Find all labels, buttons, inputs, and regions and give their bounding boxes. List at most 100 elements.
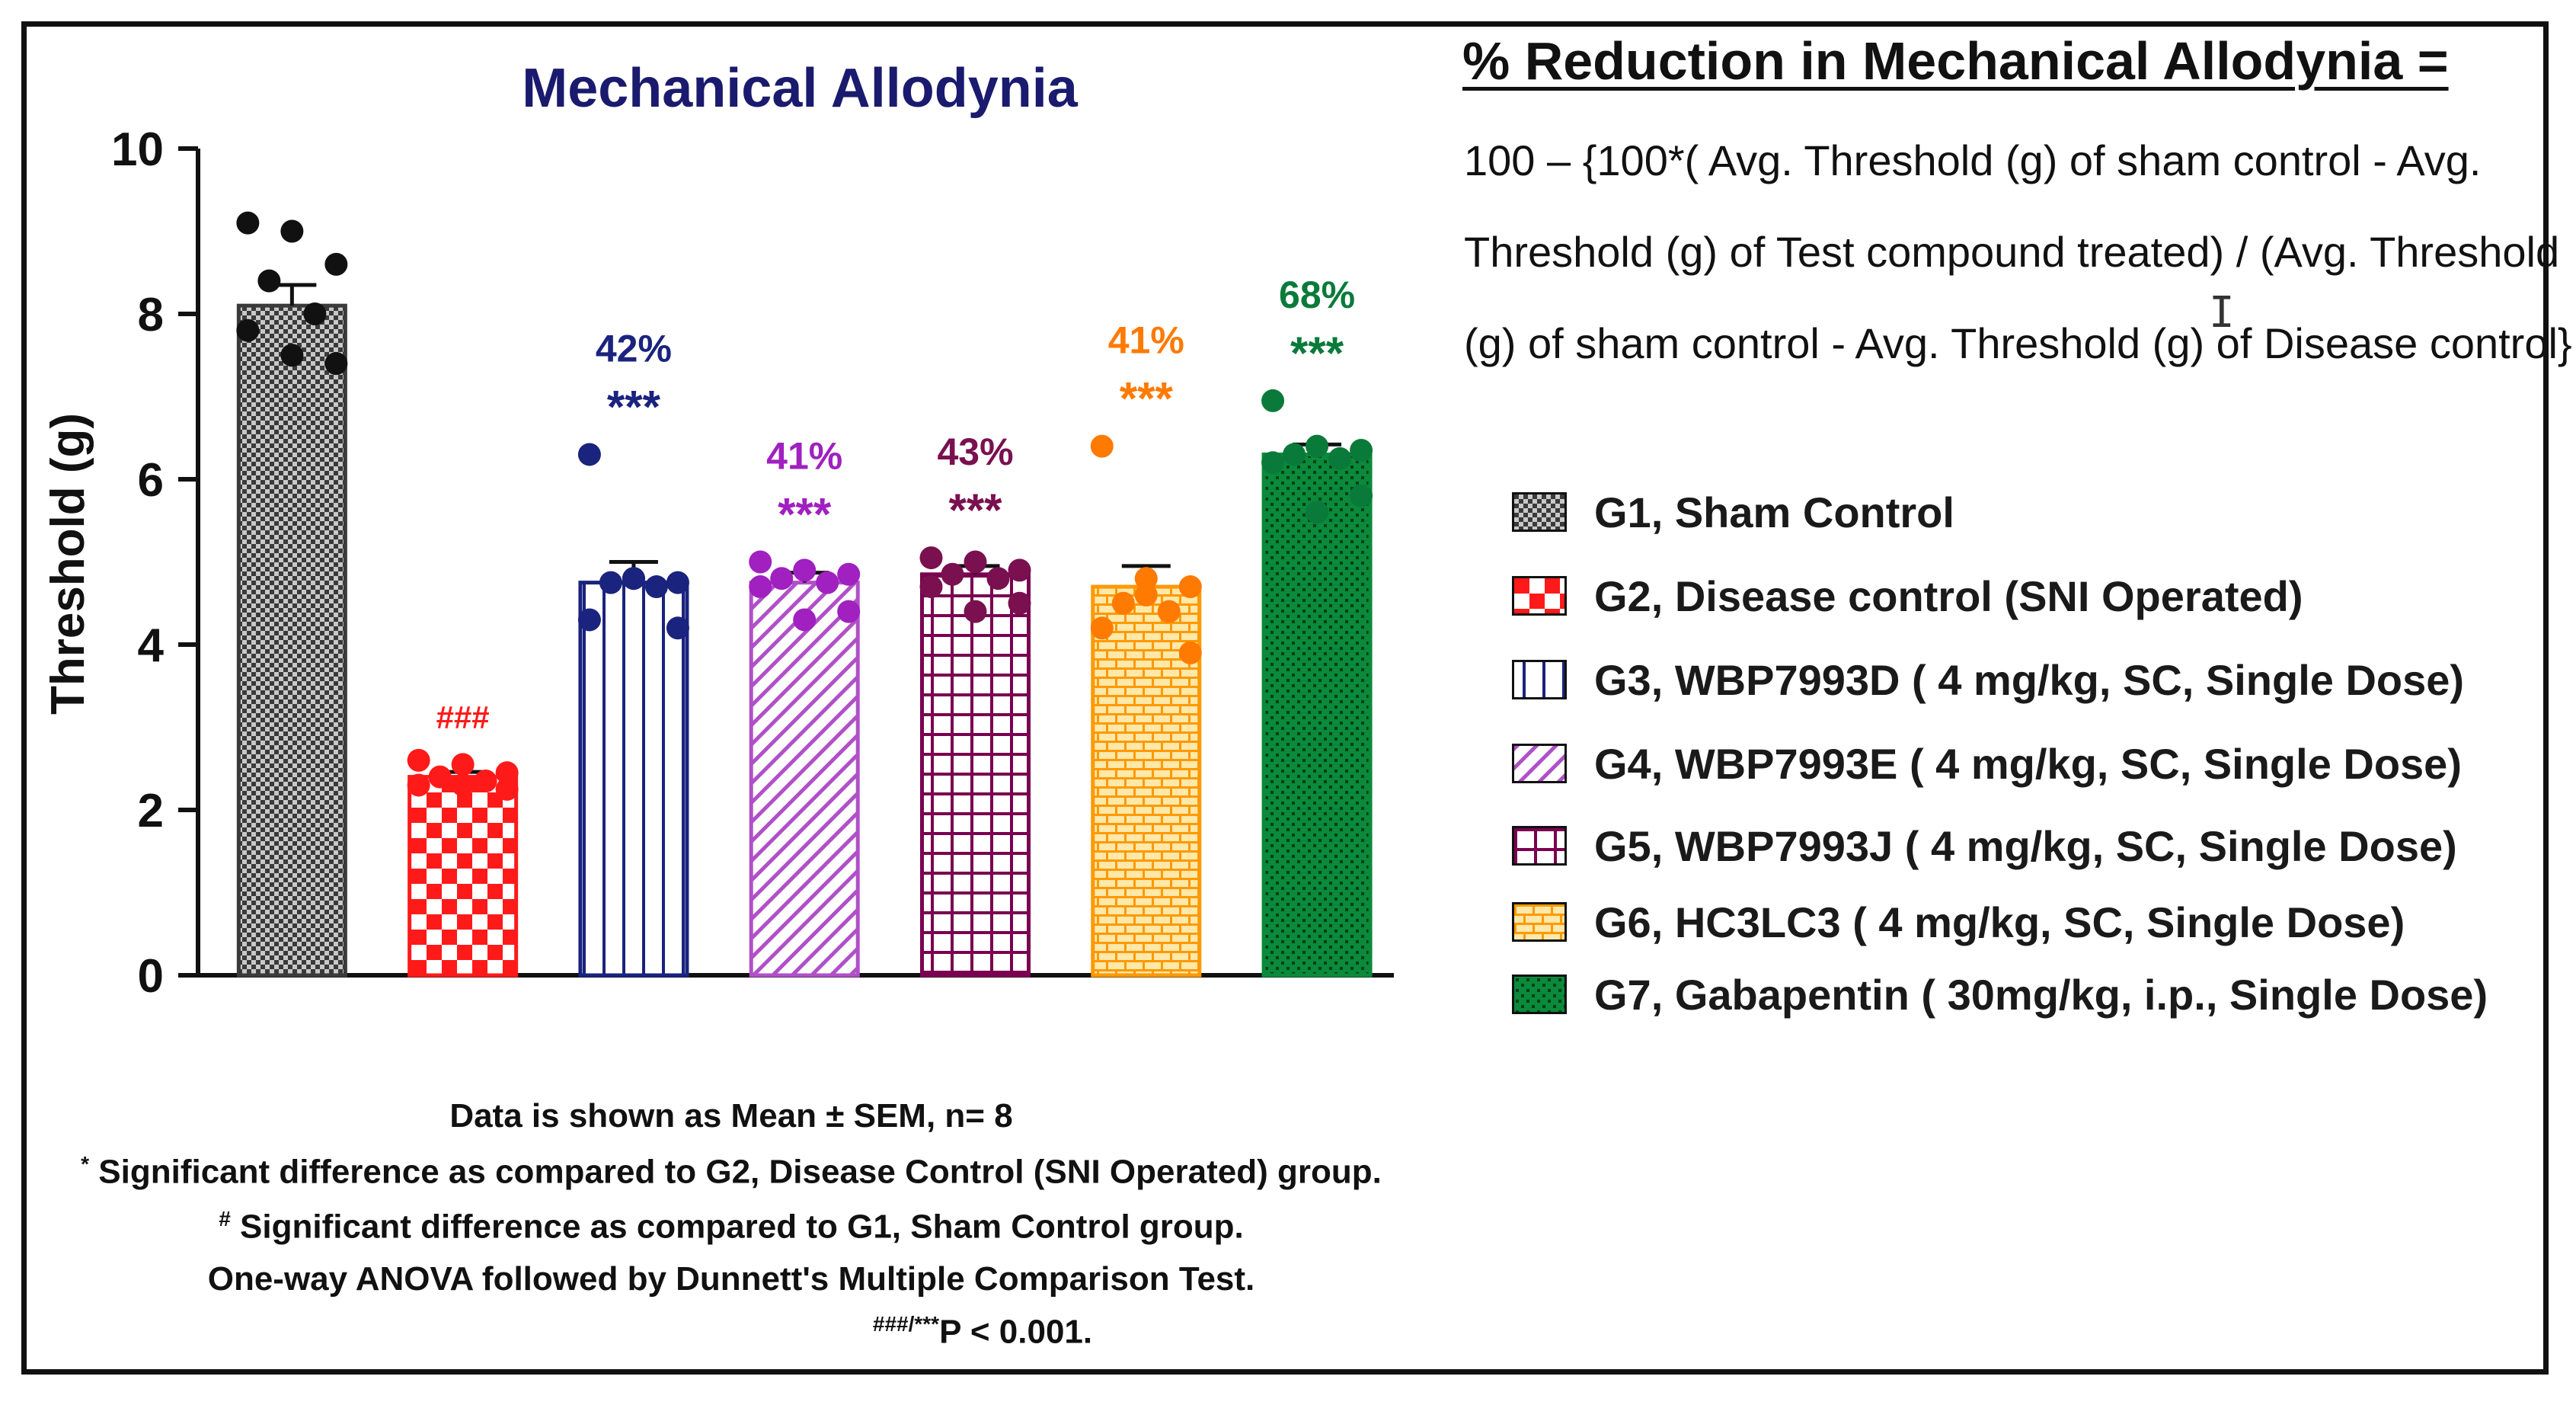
data-point	[280, 219, 304, 243]
legend-swatch-g7	[1512, 975, 1567, 1014]
bar-g3	[578, 581, 689, 978]
footnote-text: Significant difference as compared to G1…	[230, 1208, 1244, 1246]
significance-label: ***	[778, 489, 832, 540]
data-point	[495, 777, 519, 801]
y-tick-label: 2	[138, 785, 164, 837]
legend-label: G6, HC3LC3 ( 4 mg/kg, SC, Single Dose)	[1594, 898, 2405, 946]
bar-chart: Mechanical Allodynia Threshold (g) 02468…	[42, 58, 1394, 1003]
data-point	[324, 352, 348, 376]
data-point	[599, 571, 622, 594]
data-point	[749, 575, 772, 599]
data-point	[1350, 484, 1373, 507]
data-point	[236, 318, 260, 342]
data-point	[1178, 575, 1202, 599]
legend-item-g5: G5, WBP7993J ( 4 mg/kg, SC, Single Dose)	[1512, 815, 2457, 876]
data-point	[280, 344, 304, 367]
data-point	[1328, 446, 1352, 470]
y-tick-label: 10	[111, 123, 164, 176]
data-point	[1008, 558, 1031, 582]
footnote-mark: *	[81, 1152, 90, 1176]
footnote-mean-sem: Data is shown as Mean ± SEM, n= 8	[449, 1097, 1013, 1135]
data-point	[1306, 501, 1329, 524]
data-point	[986, 567, 1010, 590]
legend-label: G7, Gabapentin ( 30mg/kg, i.p., Single D…	[1594, 970, 2488, 1019]
legend-item-g4: G4, WBP7993E ( 4 mg/kg, SC, Single Dose)	[1512, 733, 2462, 794]
formula-line-1: 100 – {100*( Avg. Threshold (g) of sham …	[1464, 136, 2482, 184]
data-point	[1090, 616, 1114, 640]
legend-swatch-g2	[1512, 576, 1567, 616]
data-point	[1283, 443, 1306, 466]
data-point	[236, 211, 260, 235]
legend-label: G2, Disease control (SNI Operated)	[1594, 571, 2303, 620]
data-point	[257, 269, 281, 293]
footnote-p-value: ###/***P < 0.001.	[251, 1312, 1714, 1352]
footnote-significance-g1: # Significant difference as compared to …	[0, 1207, 1462, 1247]
significance-label: ***	[1120, 373, 1174, 424]
significance-label: ***	[607, 381, 661, 432]
data-point	[1090, 434, 1114, 458]
data-point	[837, 562, 861, 586]
data-point	[324, 252, 348, 276]
percent-reduction-label: 42%	[596, 327, 672, 370]
data-point	[1350, 439, 1373, 462]
data-point	[1157, 600, 1181, 623]
data-point	[1261, 451, 1285, 475]
data-point	[793, 608, 817, 632]
data-point	[644, 575, 668, 599]
data-point	[964, 600, 987, 623]
significance-label: ***	[948, 485, 1002, 536]
data-point	[837, 600, 861, 623]
legend-swatch-g3	[1512, 660, 1567, 699]
data-point	[495, 761, 519, 785]
data-point	[428, 765, 452, 789]
data-point	[1134, 567, 1158, 590]
footnote-test-method: One-way ANOVA followed by Dunnett's Mult…	[207, 1260, 1255, 1298]
data-point	[816, 571, 839, 594]
footnote-text: P < 0.001.	[939, 1313, 1093, 1351]
legend-swatch-g1	[1512, 492, 1567, 532]
legend-swatch-g5	[1512, 826, 1567, 866]
legend-label: G1, Sham Control	[1594, 488, 1954, 536]
data-point	[577, 443, 601, 466]
data-point	[793, 558, 817, 582]
data-point	[666, 571, 689, 594]
data-point	[303, 302, 327, 325]
data-point	[749, 550, 772, 574]
data-point	[941, 562, 964, 586]
bar-g7	[1261, 452, 1373, 978]
formula-title: % Reduction in Mechanical Allodynia =	[1462, 31, 2449, 91]
data-point	[1111, 591, 1135, 615]
footnote-significance-g2: * Significant difference as compared to …	[0, 1152, 1462, 1192]
bar-g5	[920, 572, 1031, 978]
y-tick-label: 4	[138, 619, 165, 672]
data-point	[577, 608, 601, 632]
y-tick-label: 8	[138, 289, 164, 341]
significance-label: ***	[1290, 328, 1344, 379]
legend-swatch-g6	[1512, 902, 1567, 942]
legend-item-g6: G6, HC3LC3 ( 4 mg/kg, SC, Single Dose)	[1512, 891, 2405, 952]
legend-item-g1: G1, Sham Control	[1512, 482, 1954, 542]
data-point	[919, 546, 943, 570]
data-point	[407, 773, 430, 797]
chart-title: Mechanical Allodynia	[522, 58, 1078, 119]
data-point	[1306, 434, 1329, 458]
data-point	[451, 773, 475, 797]
data-point	[1178, 641, 1202, 664]
data-point	[451, 753, 475, 776]
legend-item-g2: G2, Disease control (SNI Operated)	[1512, 565, 2303, 626]
data-point	[1261, 389, 1285, 412]
data-point	[770, 567, 794, 590]
significance-label: ###	[436, 699, 490, 735]
data-point	[407, 748, 430, 772]
percent-reduction-label: 41%	[766, 435, 842, 478]
data-point	[1134, 583, 1158, 606]
data-point	[474, 770, 497, 793]
formula-line-3: (g) of sham control - Avg. Threshold (g)…	[1464, 319, 2572, 367]
footnote-text: Significant difference as compared to G2…	[89, 1153, 1382, 1191]
data-point	[964, 550, 987, 574]
y-tick-label: 6	[138, 454, 164, 507]
percent-reduction-label: 68%	[1279, 274, 1355, 316]
bar-g4	[749, 581, 860, 978]
footnote-mark: #	[219, 1207, 231, 1231]
text-cursor-icon: I	[2209, 288, 2235, 338]
